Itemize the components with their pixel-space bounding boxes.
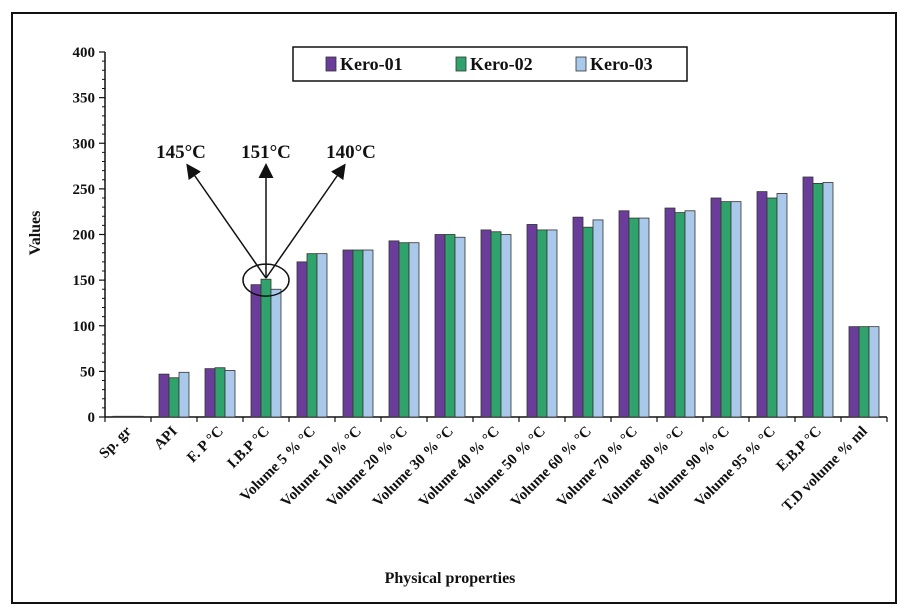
bar-kero-02 <box>628 217 640 418</box>
x-tick-label: Volume 95 % °C <box>692 424 779 511</box>
bar-kero-03 <box>868 326 880 418</box>
y-tick-label: 350 <box>73 91 96 107</box>
bar-kero-01 <box>848 326 860 418</box>
bar-kero-02 <box>536 229 548 418</box>
bar-kero-01 <box>572 216 584 418</box>
y-tick-label: 400 <box>73 45 96 61</box>
y-axis-title: Values <box>27 211 44 256</box>
bar-kero-01 <box>480 229 492 418</box>
x-tick-label: Volume 50 % °C <box>462 424 549 511</box>
bar-kero-03 <box>270 288 282 418</box>
annotation-label: 145°C <box>156 142 206 163</box>
x-tick-label: F. P °C <box>184 424 227 467</box>
legend-swatch <box>575 56 587 72</box>
y-tick-label: 200 <box>73 228 96 244</box>
y-tick-label: 300 <box>73 136 96 152</box>
bar-kero-02 <box>260 278 272 418</box>
bar-kero-02 <box>674 212 686 418</box>
legend-label: Kero-02 <box>470 54 533 74</box>
legend-swatch <box>325 56 337 72</box>
x-tick-label: Volume 90 % °C <box>646 424 733 511</box>
bar-kero-01 <box>802 176 814 418</box>
y-tick-label: 50 <box>80 364 95 380</box>
y-tick-label: 100 <box>73 319 96 335</box>
bar-kero-02 <box>720 201 732 418</box>
bar-kero-03 <box>684 210 696 418</box>
x-tick-label: Volume 80 % °C <box>600 424 687 511</box>
bar-kero-03 <box>362 249 374 418</box>
x-tick-label: Volume 20 % °C <box>324 424 411 511</box>
bar-kero-02 <box>766 197 778 418</box>
bar-kero-02 <box>214 367 226 418</box>
bar-kero-03 <box>316 253 328 418</box>
bar-kero-03 <box>178 371 190 418</box>
bars-group <box>112 176 880 418</box>
annotation-group: 145°C 151°C 140°C <box>156 142 376 297</box>
bar-kero-03 <box>546 229 558 418</box>
bar-kero-03 <box>132 415 144 418</box>
bar-kero-01 <box>756 191 768 418</box>
x-tick-label: Volume 40 % °C <box>416 424 503 511</box>
bar-kero-01 <box>204 368 216 418</box>
bar-kero-02 <box>444 234 456 418</box>
annotation-arrow <box>186 163 267 279</box>
bar-kero-01 <box>710 197 722 418</box>
x-tick-label: Volume 30 % °C <box>370 424 457 511</box>
x-tick-label: Volume 60 % °C <box>508 424 595 511</box>
annotation-label: 140°C <box>326 142 376 163</box>
y-tick-label: 0 <box>88 410 96 426</box>
bar-kero-01 <box>342 249 354 418</box>
bar-kero-02 <box>812 182 824 418</box>
bar-kero-02 <box>168 377 180 418</box>
bar-kero-01 <box>250 284 262 418</box>
bar-kero-01 <box>434 234 446 418</box>
bar-kero-03 <box>638 217 650 418</box>
bar-kero-02 <box>398 242 410 418</box>
legend: Kero-01 Kero-02 Kero-03 <box>292 46 688 82</box>
x-axis-title: Physical properties <box>385 570 516 587</box>
bar-kero-03 <box>776 193 788 418</box>
bar-kero-02 <box>582 226 594 418</box>
bar-kero-03 <box>592 219 604 418</box>
legend-swatch <box>455 56 467 72</box>
bar-kero-03 <box>730 201 742 418</box>
bar-kero-01 <box>296 261 308 418</box>
bar-kero-02 <box>122 415 134 418</box>
bar-kero-02 <box>352 249 364 418</box>
y-tick-label: 250 <box>73 182 96 198</box>
x-tick-label: Sp. gr <box>96 423 135 462</box>
legend-label: Kero-01 <box>340 54 403 74</box>
bar-kero-03 <box>224 370 236 418</box>
bar-kero-03 <box>454 236 466 418</box>
bar-kero-01 <box>664 207 676 418</box>
annotation-arrow <box>265 163 346 279</box>
bar-kero-01 <box>388 240 400 418</box>
bar-kero-03 <box>500 234 512 418</box>
bar-kero-02 <box>490 231 502 418</box>
x-tick-label: T.D volume % ml <box>780 424 871 515</box>
legend-box <box>292 46 688 82</box>
legend-label: Kero-03 <box>590 54 653 74</box>
x-tick-label: Volume 70 % °C <box>554 424 641 511</box>
bar-kero-02 <box>306 253 318 418</box>
y-tick-label: 150 <box>73 273 96 289</box>
bar-kero-03 <box>408 242 420 418</box>
bar-kero-01 <box>112 415 124 418</box>
annotation-label: 151°C <box>241 142 291 163</box>
bar-kero-02 <box>858 326 870 418</box>
bar-kero-03 <box>822 182 834 418</box>
x-tick-label: Volume 10 % °C <box>278 424 365 511</box>
bar-kero-01 <box>526 224 538 418</box>
bar-kero-01 <box>618 210 630 418</box>
x-tick-label: API <box>151 423 181 453</box>
bar-kero-01 <box>158 373 170 418</box>
